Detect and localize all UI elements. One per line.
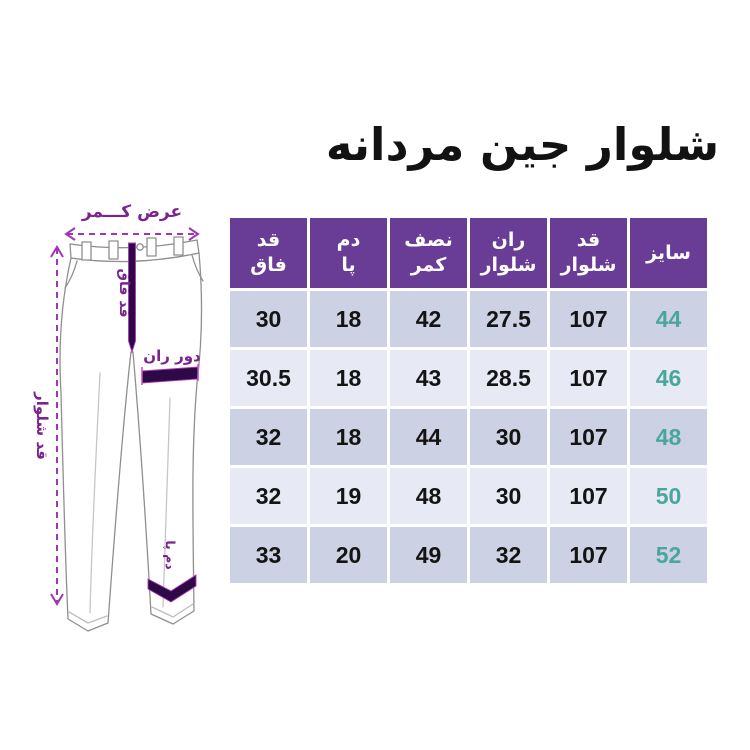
- header-half-waist: نصف کمر: [390, 218, 467, 288]
- header-thigh: ران شلوار: [470, 218, 547, 288]
- hem-chevron-band: [147, 574, 197, 603]
- cell-thigh: 30: [470, 409, 547, 465]
- cell-pants-length: 107: [550, 350, 627, 406]
- cell-thigh: 32: [470, 527, 547, 583]
- cell-pants-length: 107: [550, 291, 627, 347]
- pants-measurement-diagram: عرض کـــمر قد فاق دور ران دم پا قد شلوار: [33, 202, 204, 632]
- size-chart-table: سایز قد شلوار ران شلوار نصف کمر دم پا قد…: [227, 215, 710, 586]
- cell-size: 52: [630, 527, 707, 583]
- thigh-label: دور ران: [143, 347, 201, 365]
- cell-leg-opening: 18: [310, 350, 387, 406]
- cell-size: 46: [630, 350, 707, 406]
- cell-half-waist: 43: [390, 350, 467, 406]
- table-row: 52 107 32 49 20 33: [230, 527, 707, 583]
- page-title: شلوار جین مردانه: [325, 117, 720, 171]
- belt-loop: [173, 236, 184, 256]
- belt-loop: [146, 237, 157, 257]
- cell-pants-length: 107: [550, 527, 627, 583]
- cell-rise: 33: [230, 527, 307, 583]
- header-pants-length: قد شلوار: [550, 218, 627, 288]
- waist-width-label: عرض کـــمر: [81, 202, 182, 222]
- waist-button: [136, 243, 144, 251]
- cell-leg-opening: 18: [310, 291, 387, 347]
- pants-length-arrow: [50, 245, 64, 606]
- header-size: سایز: [630, 218, 707, 288]
- cell-half-waist: 42: [390, 291, 467, 347]
- cell-half-waist: 49: [390, 527, 467, 583]
- belt-loop: [81, 241, 92, 261]
- cell-thigh: 30: [470, 468, 547, 524]
- waist-width-arrow: [64, 227, 200, 241]
- cell-rise: 30.5: [230, 350, 307, 406]
- table-row: 48 107 30 44 18 32: [230, 409, 707, 465]
- cell-size: 44: [630, 291, 707, 347]
- header-rise: قد فاق: [230, 218, 307, 288]
- rise-measure-bar: [128, 242, 136, 354]
- cell-half-waist: 44: [390, 409, 467, 465]
- cell-half-waist: 48: [390, 468, 467, 524]
- cell-pants-length: 107: [550, 409, 627, 465]
- belt-loop: [108, 240, 119, 260]
- table-row: 44 107 27.5 42 18 30: [230, 291, 707, 347]
- cell-thigh: 27.5: [470, 291, 547, 347]
- cell-leg-opening: 19: [310, 468, 387, 524]
- leg-opening-label: دم پا: [162, 540, 178, 569]
- header-leg-opening: دم پا: [310, 218, 387, 288]
- cell-leg-opening: 18: [310, 409, 387, 465]
- header-row: سایز قد شلوار ران شلوار نصف کمر دم پا قد…: [230, 218, 707, 288]
- table-row: 46 107 28.5 43 18 30.5: [230, 350, 707, 406]
- cell-pants-length: 107: [550, 468, 627, 524]
- table-row: 50 107 30 48 19 32: [230, 468, 707, 524]
- rise-label: قد فاق: [116, 268, 132, 317]
- cell-thigh: 28.5: [470, 350, 547, 406]
- cell-size: 48: [630, 409, 707, 465]
- cell-rise: 32: [230, 409, 307, 465]
- cell-rise: 30: [230, 291, 307, 347]
- cell-size: 50: [630, 468, 707, 524]
- cell-leg-opening: 20: [310, 527, 387, 583]
- cell-rise: 32: [230, 468, 307, 524]
- pants-length-label: قد شلوار: [33, 391, 51, 460]
